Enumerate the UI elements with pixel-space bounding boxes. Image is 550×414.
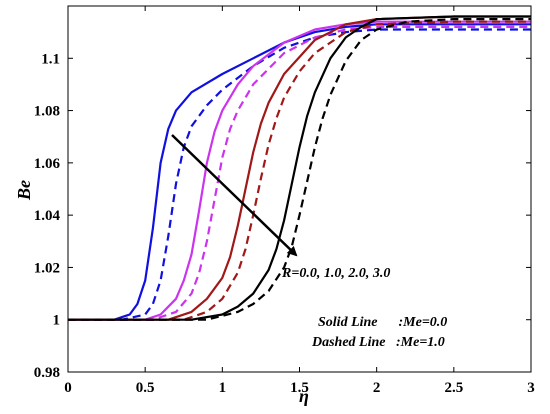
x-tick-label: 0.5 <box>136 380 155 396</box>
y-axis-label: Be <box>14 180 34 201</box>
y-tick-label: 1.1 <box>41 51 60 67</box>
series-line-R2-Me0 <box>68 15 531 321</box>
series-line-R3-Me1 <box>68 18 531 321</box>
series-layer <box>68 15 531 321</box>
y-tick-label: 1 <box>53 313 61 329</box>
r-direction-arrow <box>171 134 298 257</box>
y-tick-label: 0.98 <box>34 365 60 381</box>
x-axis-label: η <box>299 386 309 406</box>
r-values-annotation: R=0.0, 1.0, 2.0, 3.0 <box>281 266 390 281</box>
series-line-R3-Me0 <box>68 15 531 321</box>
y-tick-label: 1.08 <box>34 104 60 120</box>
x-tick-label: 3 <box>527 380 535 396</box>
x-tick-label: 2 <box>373 380 381 396</box>
ticks-layer: 0 0.5 1 1.5 2 2.5 3 0.98 1 1.02 1.04 1.06 1.08 1.1 <box>34 6 535 396</box>
series-line-R0-Me1 <box>68 28 531 321</box>
y-tick-label: 1.06 <box>34 156 61 172</box>
dashed-line-legend-text: Dashed Line :Me=1.0 <box>311 335 445 350</box>
x-tick-label: 2.5 <box>444 380 463 396</box>
y-tick-label: 1.04 <box>34 208 61 224</box>
x-tick-label: 1.5 <box>290 380 309 396</box>
x-tick-label: 1 <box>219 380 227 396</box>
series-line-R0-Me0 <box>68 23 531 321</box>
solid-line-legend-text: Solid Line :Me=0.0 <box>318 315 447 330</box>
y-tick-label: 1.02 <box>34 260 60 276</box>
x-tick-label: 0 <box>64 380 72 396</box>
